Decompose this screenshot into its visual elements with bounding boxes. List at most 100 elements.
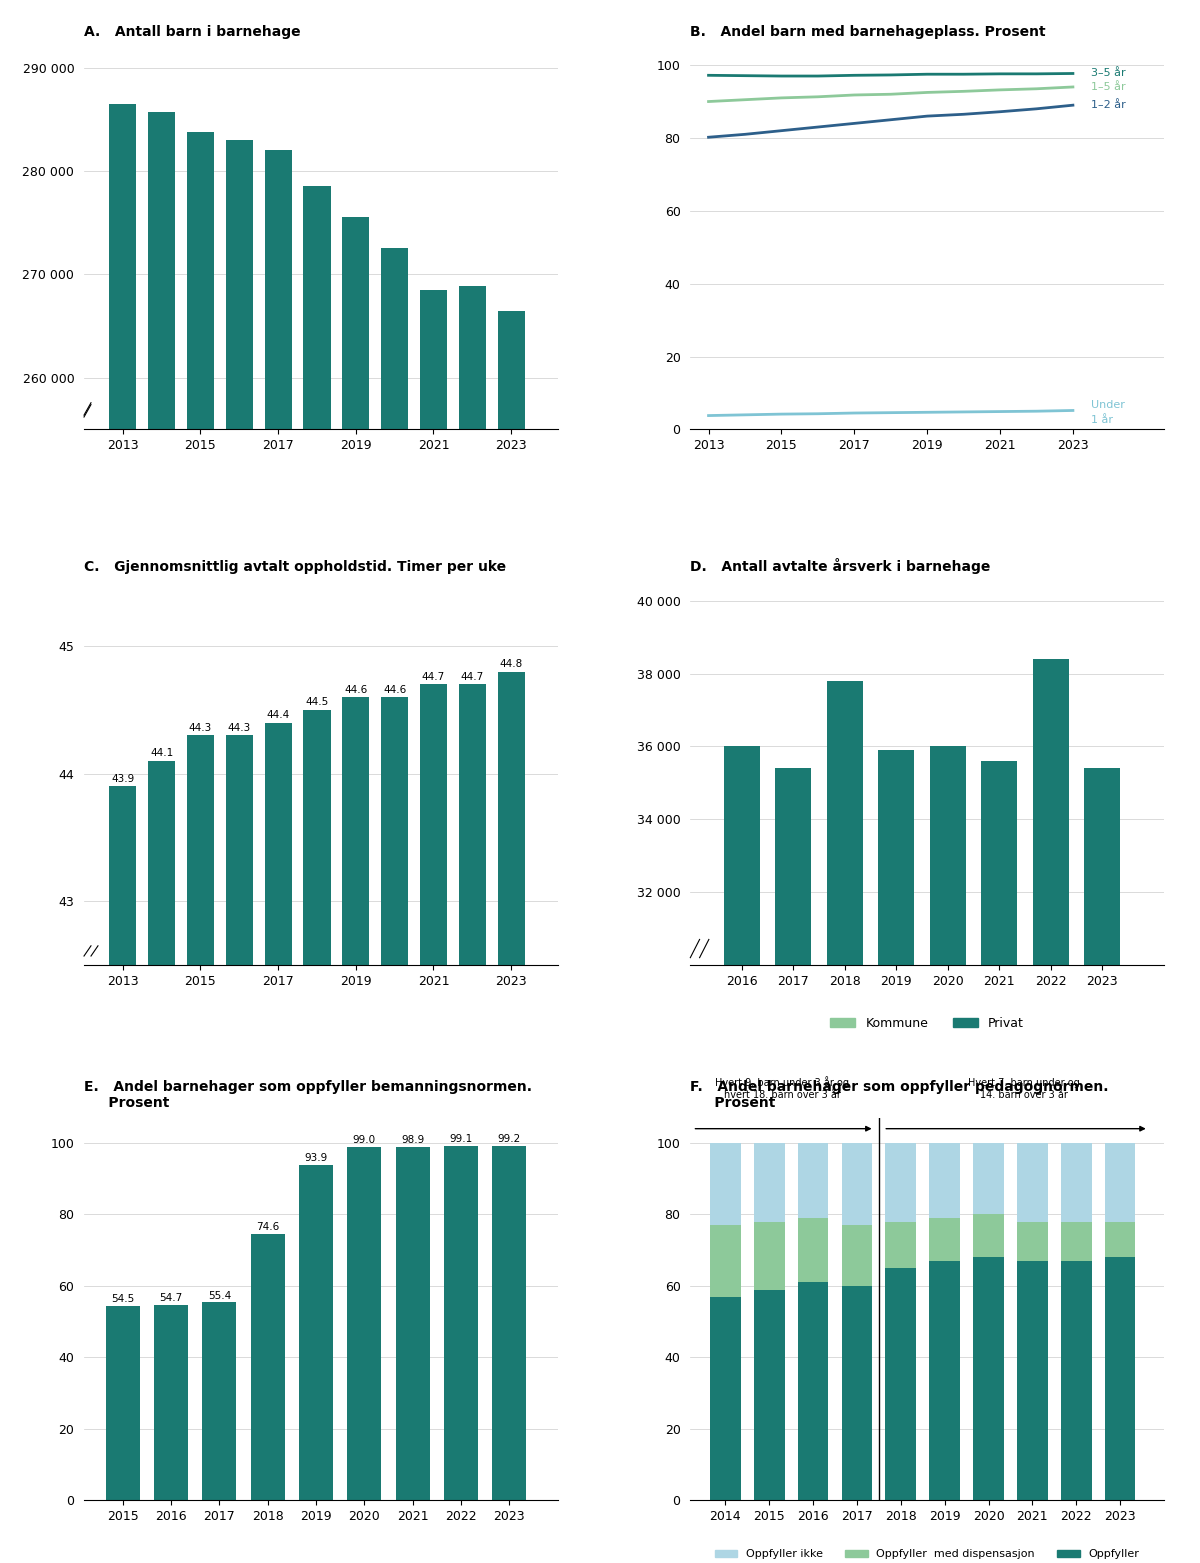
Bar: [886, 1222, 916, 1268]
Legend: Oppfyller ikke, Oppfyller  med dispensasjon, Oppfyller: Oppfyller ikke, Oppfyller med dispensasj…: [710, 1544, 1144, 1563]
Bar: [724, 1372, 760, 1563]
Bar: [1084, 1405, 1121, 1563]
Bar: [348, 1147, 382, 1500]
Text: A.   Antall barn i barnehage: A. Antall barn i barnehage: [84, 25, 301, 39]
Bar: [973, 1143, 1004, 1214]
Text: 74.6: 74.6: [256, 1222, 280, 1232]
Text: 43.9: 43.9: [112, 774, 134, 785]
Bar: [754, 1222, 785, 1289]
Text: 1 år: 1 år: [1091, 414, 1114, 425]
Text: 3–5 år: 3–5 år: [1091, 69, 1126, 78]
Text: 54.5: 54.5: [112, 1294, 134, 1304]
Text: D.   Antall avtalte årsverk i barnehage: D. Antall avtalte årsverk i barnehage: [690, 558, 991, 574]
Bar: [754, 1143, 785, 1222]
Bar: [1061, 1261, 1092, 1500]
Bar: [775, 1377, 811, 1563]
Bar: [420, 289, 448, 1563]
Legend: Kommune, Privat: Kommune, Privat: [826, 1013, 1030, 1035]
Bar: [458, 685, 486, 1563]
Bar: [109, 103, 137, 1563]
Bar: [827, 681, 863, 1361]
Bar: [187, 736, 214, 1563]
Bar: [299, 1164, 332, 1500]
Bar: [382, 697, 408, 1563]
Bar: [775, 769, 811, 1377]
Bar: [1018, 1143, 1048, 1222]
Bar: [226, 736, 253, 1563]
Bar: [982, 1380, 1018, 1563]
Bar: [226, 141, 253, 1563]
Text: 44.8: 44.8: [499, 660, 523, 669]
Bar: [154, 1305, 188, 1500]
Bar: [1018, 1222, 1048, 1261]
Bar: [710, 1297, 740, 1500]
Bar: [886, 1268, 916, 1500]
Bar: [1018, 1261, 1048, 1500]
Bar: [798, 1218, 828, 1282]
Bar: [251, 1233, 284, 1500]
Bar: [1105, 1257, 1135, 1500]
Text: F.   Andel barnehager som oppfyller pedagognormen.
     Prosent: F. Andel barnehager som oppfyller pedago…: [690, 1080, 1109, 1110]
Text: 99.0: 99.0: [353, 1135, 376, 1144]
Text: 44.6: 44.6: [344, 685, 367, 694]
Bar: [492, 1146, 527, 1500]
Bar: [929, 1143, 960, 1218]
Bar: [878, 1372, 914, 1563]
Bar: [148, 113, 175, 1563]
Text: 44.3: 44.3: [188, 722, 212, 733]
Bar: [444, 1146, 478, 1500]
Text: 44.6: 44.6: [383, 685, 407, 694]
Text: Hvert 9. barn under 3 år og
hvert 18. barn over 3 år: Hvert 9. barn under 3 år og hvert 18. ba…: [715, 1077, 850, 1100]
Text: 99.2: 99.2: [498, 1135, 521, 1144]
Bar: [264, 150, 292, 1563]
Text: 44.4: 44.4: [266, 710, 289, 721]
Bar: [798, 1143, 828, 1218]
Bar: [710, 1143, 740, 1225]
Bar: [754, 1289, 785, 1500]
Bar: [1105, 1222, 1135, 1257]
Bar: [982, 761, 1018, 1380]
Bar: [1061, 1143, 1092, 1222]
Bar: [973, 1214, 1004, 1257]
Bar: [798, 1282, 828, 1500]
Text: 93.9: 93.9: [305, 1153, 328, 1163]
Bar: [420, 685, 448, 1563]
Bar: [148, 761, 175, 1563]
Bar: [886, 1143, 916, 1222]
Bar: [841, 1286, 872, 1500]
Bar: [930, 1377, 966, 1563]
Bar: [1105, 1143, 1135, 1222]
Bar: [930, 747, 966, 1377]
Bar: [498, 672, 524, 1563]
Bar: [382, 249, 408, 1563]
Bar: [973, 1257, 1004, 1500]
Text: 55.4: 55.4: [208, 1291, 230, 1300]
Bar: [724, 747, 760, 1372]
Text: 44.1: 44.1: [150, 749, 173, 758]
Bar: [342, 217, 370, 1563]
Bar: [841, 1143, 872, 1225]
Text: 44.7: 44.7: [461, 672, 484, 681]
Bar: [1033, 660, 1069, 1350]
Bar: [710, 1225, 740, 1297]
Text: Hvert 7. barn under og
14. barn over 3 år: Hvert 7. barn under og 14. barn over 3 å…: [967, 1078, 1080, 1100]
Bar: [106, 1305, 139, 1500]
Bar: [203, 1302, 236, 1500]
Bar: [264, 722, 292, 1563]
Bar: [929, 1218, 960, 1261]
Bar: [1061, 1222, 1092, 1261]
Text: 1–2 år: 1–2 år: [1091, 100, 1126, 109]
Bar: [187, 131, 214, 1563]
Text: 99.1: 99.1: [449, 1135, 473, 1144]
Bar: [458, 286, 486, 1563]
Text: 54.7: 54.7: [160, 1293, 182, 1304]
Bar: [929, 1261, 960, 1500]
Bar: [841, 1225, 872, 1286]
Text: 44.5: 44.5: [305, 697, 329, 708]
Bar: [109, 786, 137, 1563]
Bar: [878, 750, 914, 1372]
Bar: [304, 710, 330, 1563]
Text: 44.3: 44.3: [228, 722, 251, 733]
Text: 1–5 år: 1–5 år: [1091, 81, 1126, 92]
Text: 44.7: 44.7: [422, 672, 445, 681]
